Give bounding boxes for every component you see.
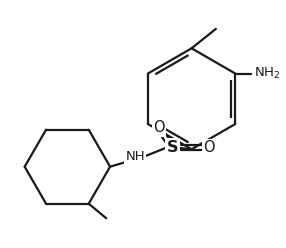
Text: NH$_2$: NH$_2$ (254, 66, 280, 81)
Text: S: S (166, 140, 178, 155)
Text: O: O (153, 120, 164, 135)
Text: O: O (203, 140, 215, 155)
Text: NH: NH (126, 151, 145, 163)
